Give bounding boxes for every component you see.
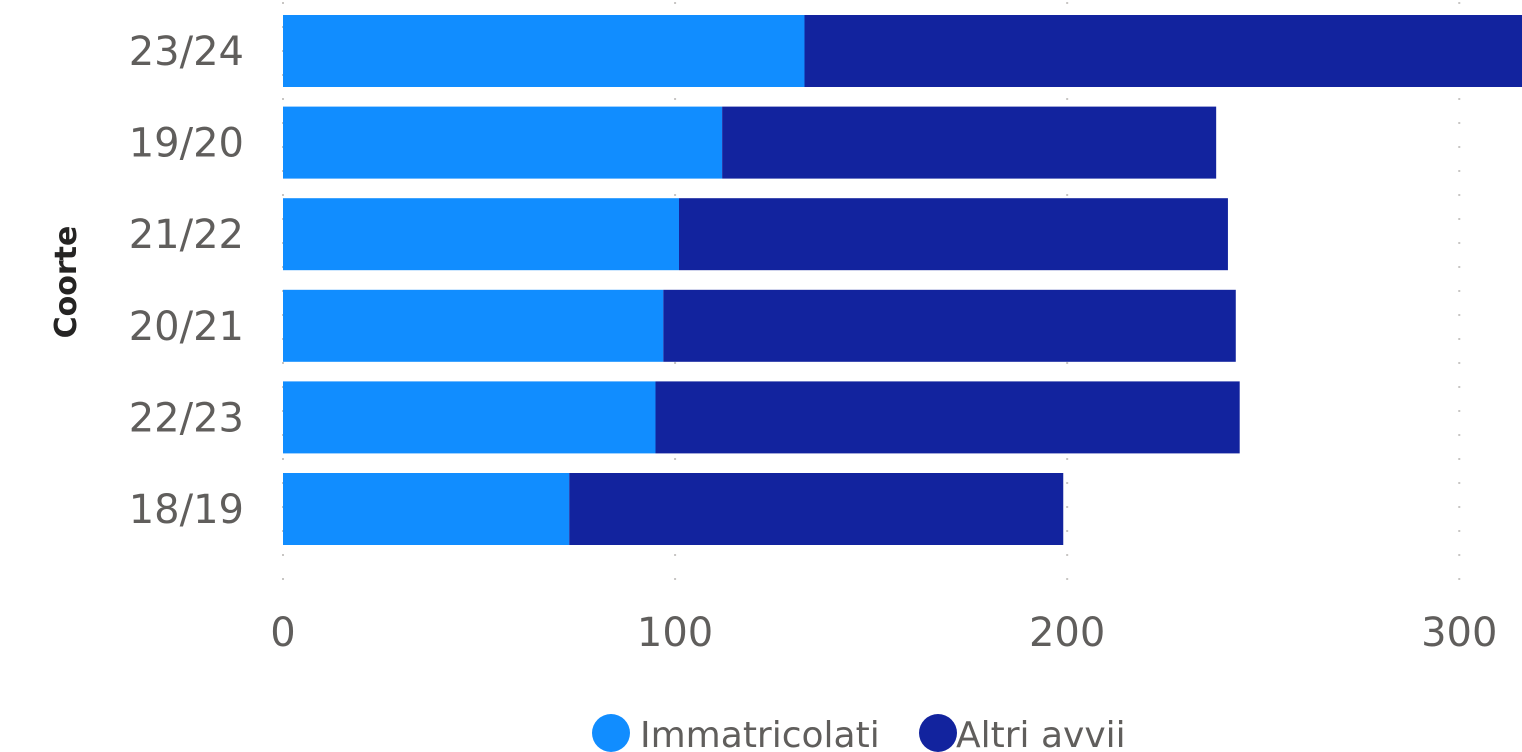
x-tick-label: 100 bbox=[637, 610, 713, 656]
legend-marker-immatricolati bbox=[592, 714, 630, 752]
bar-immatricolati-20-21[interactable] bbox=[283, 289, 664, 362]
x-axis-labels: 0 100 200 300 bbox=[270, 610, 1497, 656]
y-tick-label: 19/20 bbox=[129, 121, 244, 167]
x-tick-label: 0 bbox=[270, 610, 295, 656]
bar-immatricolati-19-20[interactable] bbox=[283, 106, 723, 179]
bar-altri-avvii-21-22[interactable] bbox=[679, 198, 1228, 271]
bar-altri-avvii-20-21[interactable] bbox=[663, 289, 1236, 362]
legend-marker-altri-avvii bbox=[919, 714, 957, 752]
bar-immatricolati-23-24[interactable] bbox=[283, 15, 805, 87]
y-tick-label: 20/21 bbox=[129, 304, 244, 350]
x-tick-label: 300 bbox=[1421, 610, 1497, 656]
bar-altri-avvii-22-23[interactable] bbox=[655, 381, 1240, 454]
legend-label-immatricolati[interactable]: Immatricolati bbox=[640, 715, 880, 752]
bars bbox=[283, 15, 1522, 545]
bar-altri-avvii-23-24[interactable] bbox=[804, 15, 1522, 87]
bar-immatricolati-18-19[interactable] bbox=[283, 473, 570, 545]
bar-altri-avvii-19-20[interactable] bbox=[722, 106, 1217, 179]
y-tick-label: 23/24 bbox=[129, 29, 244, 75]
y-tick-label: 21/22 bbox=[129, 212, 244, 258]
y-axis-labels: 23/24 19/20 21/22 20/21 22/23 18/19 bbox=[129, 29, 244, 533]
bar-immatricolati-21-22[interactable] bbox=[283, 198, 680, 271]
y-tick-label: 22/23 bbox=[129, 395, 244, 441]
bar-immatricolati-22-23[interactable] bbox=[283, 381, 656, 454]
x-tick-label: 200 bbox=[1029, 610, 1105, 656]
y-axis-title: Coorte bbox=[49, 226, 84, 339]
y-tick-label: 18/19 bbox=[129, 487, 244, 533]
legend: Immatricolati Altri avvii bbox=[592, 714, 1126, 752]
bar-altri-avvii-18-19[interactable] bbox=[569, 473, 1064, 545]
legend-label-altri-avvii[interactable]: Altri avvii bbox=[956, 715, 1126, 752]
